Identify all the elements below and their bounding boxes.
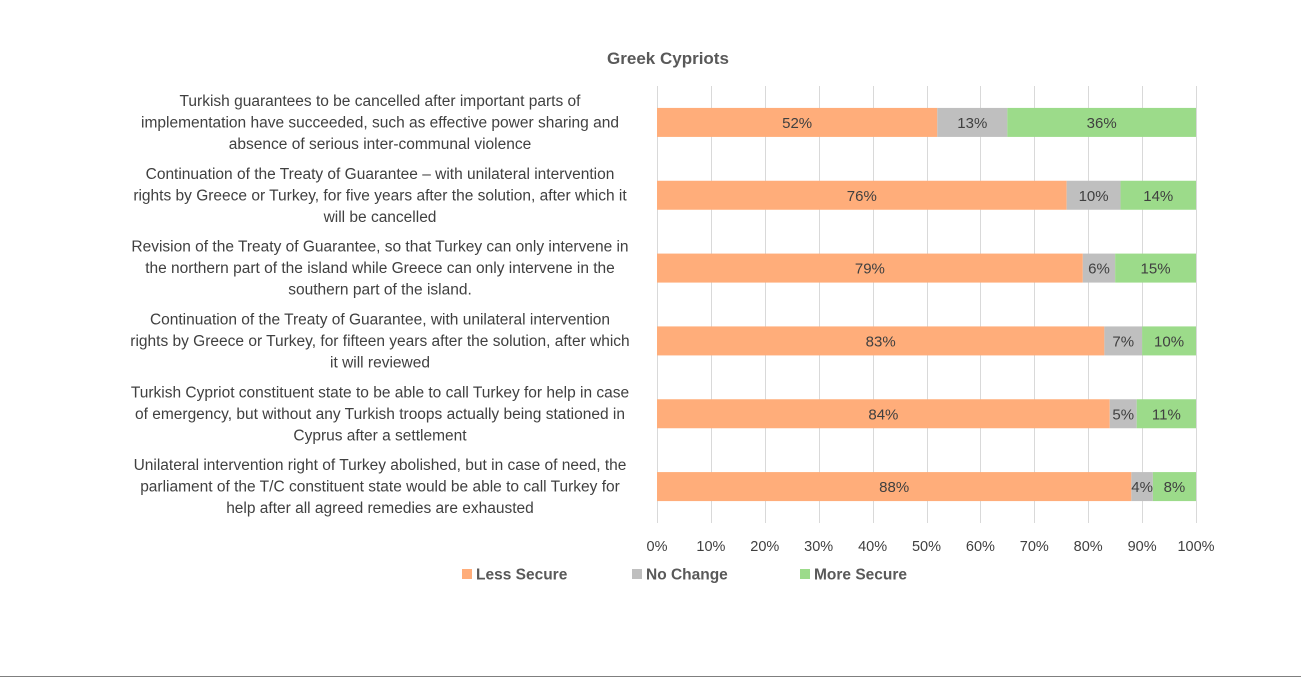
category-label-line: parliament of the T/C constituent state … (140, 479, 620, 496)
x-tick-label: 80% (1074, 539, 1103, 555)
data-label: 10% (1079, 188, 1109, 205)
bar-segment (657, 326, 1105, 356)
category-label-line: it will reviewed (330, 354, 430, 371)
bar-segment (1007, 107, 1196, 137)
category-label-line: help after all agreed remedies are exhau… (226, 500, 534, 517)
data-label: 76% (847, 188, 877, 205)
legend-swatch (632, 569, 642, 579)
data-label: 83% (866, 333, 896, 350)
category-label-line: rights by Greece or Turkey, for five yea… (133, 187, 627, 204)
category-label-line: rights by Greece or Turkey, for fifteen … (130, 333, 629, 350)
data-label: 5% (1112, 406, 1134, 423)
category-label-line: implementation have succeeded, such as e… (141, 114, 619, 131)
data-label: 79% (855, 261, 885, 278)
bar-segment (657, 472, 1132, 502)
bar-segment (1120, 180, 1196, 210)
bar-segment (657, 107, 938, 137)
category-label-line: Continuation of the Treaty of Guarantee,… (150, 311, 610, 328)
data-label: 7% (1112, 333, 1134, 350)
x-tick-label: 40% (858, 539, 887, 555)
category-labels: Turkish guarantees to be cancelled after… (130, 93, 629, 517)
category-label-line: southern part of the island. (288, 282, 472, 299)
bar-segment (1131, 472, 1153, 502)
x-tick-label: 100% (1177, 539, 1214, 555)
chart-title: Greek Cypriots (607, 49, 729, 68)
legend-swatch (800, 569, 810, 579)
gridlines (657, 86, 1197, 523)
category-label-line: will be cancelled (323, 209, 437, 226)
x-tick-label: 90% (1128, 539, 1157, 555)
bar-segment (1142, 326, 1196, 356)
data-label: 11% (1152, 406, 1181, 423)
x-tick-label: 30% (804, 539, 833, 555)
category-label-line: of emergency, but without any Turkish tr… (135, 406, 625, 423)
category-label-line: Turkish guarantees to be cancelled after… (180, 93, 582, 110)
category-label-line: Revision of the Treaty of Guarantee, so … (131, 239, 628, 256)
data-label: 14% (1143, 188, 1173, 205)
data-label: 88% (879, 479, 909, 496)
bar-segment (1066, 180, 1121, 210)
bar-segment (657, 399, 1110, 429)
data-label: 6% (1088, 261, 1110, 278)
data-label: 15% (1141, 261, 1171, 278)
bar-segment (657, 253, 1083, 283)
data-label: 13% (957, 115, 987, 132)
x-axis-tick-labels: 0% 10% 20% 30% 40% 50% 60% 70% 80% 90% 100% (647, 539, 1215, 555)
x-tick-label: 0% (647, 539, 668, 555)
category-label-line: Cyprus after a settlement (293, 427, 467, 444)
bar-segment (1115, 253, 1196, 283)
data-label: 36% (1087, 115, 1117, 132)
category-label-line: absence of serious inter-communal violen… (229, 136, 531, 153)
category-label-line: the northern part of the island while Gr… (145, 260, 615, 277)
category-label-line: Unilateral intervention right of Turkey … (134, 457, 627, 474)
category-label-line: Turkish Cypriot constituent state to be … (131, 384, 629, 401)
data-label: 4% (1131, 479, 1153, 496)
x-tick-label: 50% (912, 539, 941, 555)
bar-segment (1082, 253, 1116, 283)
bar-segment (657, 180, 1067, 210)
bar-segment (1104, 326, 1143, 356)
data-label: 52% (782, 115, 812, 132)
legend-swatch (462, 569, 472, 579)
data-label: 84% (868, 406, 898, 423)
x-tick-label: 60% (966, 539, 995, 555)
x-tick-label: 20% (750, 539, 779, 555)
legend-label: No Change (646, 567, 728, 584)
legend: Less Secure No Change More Secure (462, 567, 907, 584)
x-tick-label: 70% (1020, 539, 1049, 555)
bars: 52% 13% 36% 76% 10% 14% 79% 6% 15% 83% 7% 10% 84% 5% 1… (657, 107, 1196, 502)
data-label: 10% (1154, 333, 1184, 350)
legend-label: More Secure (814, 567, 907, 584)
category-label-line: Continuation of the Treaty of Guarantee … (146, 166, 615, 183)
bottom-rule (0, 676, 1301, 677)
bar-segment (1136, 399, 1196, 429)
data-label: 8% (1164, 479, 1186, 496)
bar-segment (937, 107, 1008, 137)
bar-segment (1109, 399, 1137, 429)
legend-label: Less Secure (476, 567, 568, 584)
x-tick-label: 10% (696, 539, 725, 555)
bar-segment (1152, 472, 1196, 502)
